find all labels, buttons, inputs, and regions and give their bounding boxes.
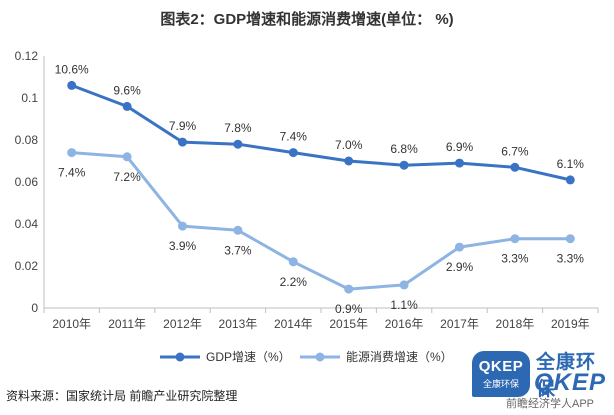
series-point (233, 139, 243, 149)
data-label: 6.9% (446, 140, 474, 154)
logo-badge-en: QKEP (478, 358, 524, 375)
legend-label: GDP增速（%） (206, 350, 291, 364)
series-2: 7.4% 7.2% 3.9% 3.7% 2.2% 0.9% 1.1% 2.9% 3.3% 3.3% (58, 148, 584, 316)
brand-logo: QKEP 全康环保 全康环保 QKEP 前瞻经济学人APP (470, 345, 614, 415)
series-1: 10.6% 9.6% 7.9% 7.8% 7.4% 7.0% 6.8% 6.9% 6.7% 6.1… (55, 62, 585, 185)
x-tick-label: 2015年 (329, 317, 368, 331)
x-tick-label: 2012年 (163, 317, 202, 331)
x-tick-label: 2013年 (219, 317, 258, 331)
x-tick-label: 2016年 (385, 317, 424, 331)
series-point (288, 257, 298, 267)
logo-app-text: 前瞻经济学人APP (506, 398, 595, 410)
series-point (178, 137, 187, 147)
legend-item: GDP增速（%） (160, 350, 291, 364)
legend-swatch-marker (175, 352, 185, 362)
x-tick-label: 2018年 (496, 317, 535, 331)
series-point (455, 242, 464, 252)
data-label: 9.6% (113, 83, 141, 97)
x-tick-label: 2017年 (440, 317, 479, 331)
chart-axes: 0 0.02 0.04 0.06 0.08 0.1 0.12 2010年 2011年 2012年 2… (15, 49, 599, 331)
y-tick-label: 0 (31, 301, 38, 315)
series-point (344, 156, 354, 166)
chart-legend: GDP增速（%） 能源消费增速（%） (160, 350, 453, 364)
series-point (455, 158, 464, 168)
data-label: 2.2% (280, 275, 308, 289)
series-point (565, 234, 575, 244)
data-label: 3.9% (169, 239, 197, 253)
data-label: 1.1% (390, 298, 418, 312)
series-line (71, 151, 571, 291)
logo-name-cn: 全康环保 (536, 352, 597, 400)
series-line (71, 83, 571, 182)
legend-swatch-marker (315, 352, 325, 362)
x-tick-label: 2014年 (274, 317, 313, 331)
data-label: 6.1% (557, 157, 585, 171)
y-tick-label: 0.04 (15, 217, 39, 231)
series-point (67, 148, 77, 158)
data-label: 7.8% (224, 121, 252, 135)
series-point (67, 80, 77, 90)
data-label: 3.3% (557, 252, 585, 266)
y-tick-label: 0.02 (15, 259, 39, 273)
data-label: 7.2% (113, 170, 141, 184)
series-point (178, 221, 187, 231)
chart-series: 10.6% 9.6% 7.9% 7.8% 7.4% 7.0% 6.8% 6.9% 6.7% 6.1… (55, 62, 585, 316)
series-point (510, 234, 520, 244)
series-point (122, 152, 132, 162)
data-label: 0.9% (335, 302, 363, 316)
series-point (565, 175, 575, 185)
legend-label: 能源消费增速（%） (346, 350, 453, 364)
data-label: 7.4% (58, 166, 86, 180)
logo-badge-cn: 全康环保 (482, 379, 519, 389)
data-label: 7.4% (280, 130, 308, 144)
data-label: 10.6% (55, 62, 89, 76)
y-tick-label: 0.1 (21, 91, 38, 105)
x-tick-label: 2010年 (52, 317, 91, 331)
legend-item: 能源消费增速（%） (300, 350, 453, 364)
logo-name-en: QKEP (534, 369, 607, 396)
y-tick-label: 0.08 (15, 133, 39, 147)
data-label: 7.9% (169, 119, 197, 133)
x-tick-label: 2011年 (108, 317, 146, 331)
data-label: 2.9% (446, 260, 474, 274)
x-tick-label: 2019年 (551, 317, 590, 331)
data-label: 6.8% (390, 142, 418, 156)
series-point (122, 101, 132, 111)
chart-title: 图表2：GDP增速和能源消费增速(单位： %) (160, 11, 454, 28)
y-tick-label: 0.06 (15, 175, 39, 189)
data-label: 7.0% (335, 138, 363, 152)
logo-badge: QKEP 全康环保 (472, 351, 530, 397)
series-point (399, 160, 409, 170)
data-label: 6.7% (501, 144, 529, 158)
y-tick-label: 0.12 (15, 49, 39, 63)
series-point (288, 148, 298, 158)
series-point (510, 162, 520, 172)
source-note: 资料来源：国家统计局 前瞻产业研究院整理 (6, 389, 238, 403)
series-point (344, 284, 354, 294)
series-point (399, 280, 409, 290)
data-label: 3.7% (224, 243, 252, 257)
series-point (233, 225, 243, 235)
data-label: 3.3% (501, 252, 529, 266)
